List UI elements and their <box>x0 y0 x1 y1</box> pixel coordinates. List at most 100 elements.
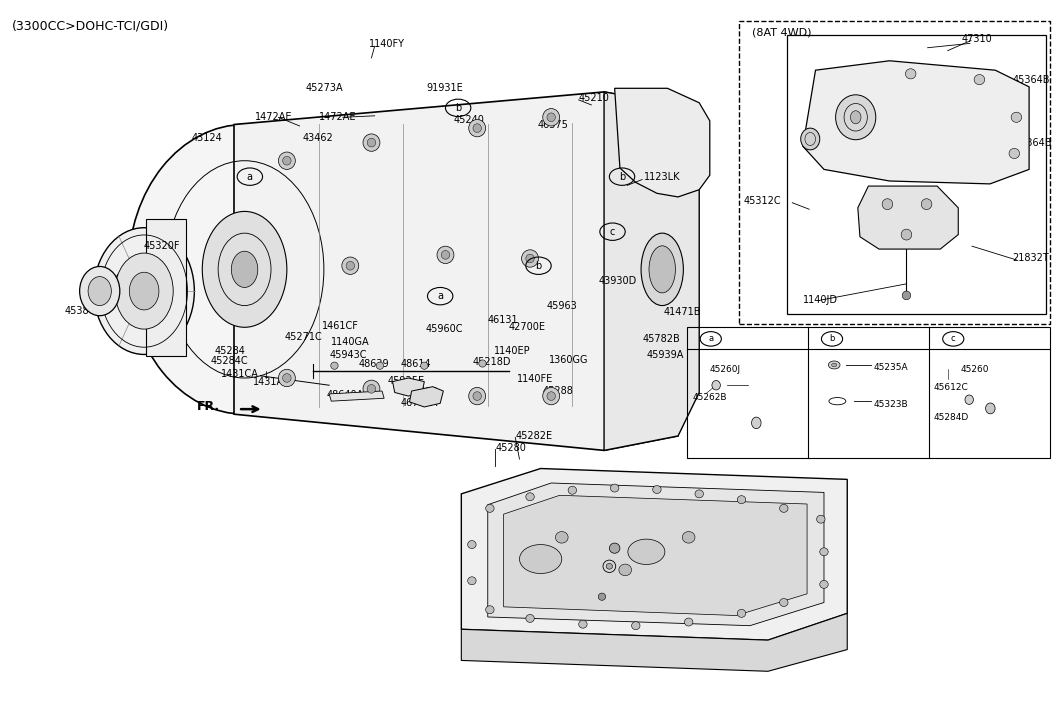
Text: 1472AE: 1472AE <box>319 112 356 122</box>
Ellipse shape <box>820 580 828 588</box>
Ellipse shape <box>828 361 840 369</box>
Text: 46375: 46375 <box>538 119 569 129</box>
Text: c: c <box>951 334 956 343</box>
Ellipse shape <box>362 380 379 398</box>
Polygon shape <box>614 88 710 197</box>
Ellipse shape <box>738 496 746 504</box>
Ellipse shape <box>478 360 486 367</box>
Ellipse shape <box>922 198 932 209</box>
Text: 48640A: 48640A <box>327 390 365 401</box>
Text: b: b <box>619 172 625 182</box>
Ellipse shape <box>473 124 482 132</box>
Text: b: b <box>829 334 834 343</box>
Ellipse shape <box>578 620 587 628</box>
Polygon shape <box>409 387 443 407</box>
Ellipse shape <box>543 108 559 126</box>
Text: 43823: 43823 <box>407 387 438 398</box>
Text: 47310: 47310 <box>961 34 992 44</box>
Ellipse shape <box>367 385 375 393</box>
Ellipse shape <box>653 486 661 494</box>
Polygon shape <box>488 483 824 626</box>
Ellipse shape <box>437 246 454 264</box>
Ellipse shape <box>779 505 788 513</box>
Ellipse shape <box>568 486 576 494</box>
Ellipse shape <box>906 69 916 79</box>
Text: 1461CF: 1461CF <box>322 321 358 331</box>
Polygon shape <box>604 92 699 451</box>
Ellipse shape <box>985 403 995 414</box>
Text: a: a <box>708 334 713 343</box>
Ellipse shape <box>88 276 112 305</box>
Text: 1360GG: 1360GG <box>550 355 589 365</box>
Ellipse shape <box>836 95 876 140</box>
Text: 45612C: 45612C <box>933 383 968 392</box>
Ellipse shape <box>469 119 486 137</box>
Ellipse shape <box>283 156 291 165</box>
Ellipse shape <box>800 128 820 150</box>
Text: 45943C: 45943C <box>330 350 367 360</box>
Polygon shape <box>461 468 847 640</box>
Ellipse shape <box>556 531 568 543</box>
Ellipse shape <box>362 134 379 151</box>
Text: 45280A: 45280A <box>632 539 670 550</box>
Ellipse shape <box>628 539 664 564</box>
Ellipse shape <box>649 246 675 293</box>
Text: 45364B: 45364B <box>1012 75 1049 84</box>
Text: 45782B: 45782B <box>642 334 680 344</box>
Text: 45284: 45284 <box>215 346 246 356</box>
Text: 1472AE: 1472AE <box>255 112 292 122</box>
Text: 45280: 45280 <box>495 443 526 452</box>
Ellipse shape <box>202 212 287 327</box>
Polygon shape <box>147 219 186 356</box>
Polygon shape <box>461 614 847 671</box>
Ellipse shape <box>631 622 640 630</box>
Ellipse shape <box>850 111 861 124</box>
Text: 45323B: 45323B <box>874 400 908 409</box>
Text: 45963: 45963 <box>547 300 577 310</box>
Text: 1140EP: 1140EP <box>494 346 530 356</box>
Text: 1140GA: 1140GA <box>332 337 370 347</box>
Ellipse shape <box>610 484 619 492</box>
Ellipse shape <box>526 614 535 622</box>
Text: 45262B: 45262B <box>693 393 727 402</box>
Text: FR.: FR. <box>197 401 220 414</box>
Ellipse shape <box>522 250 539 268</box>
Ellipse shape <box>473 392 482 401</box>
Ellipse shape <box>441 251 450 260</box>
Text: a: a <box>247 172 253 182</box>
Ellipse shape <box>1011 112 1022 122</box>
Ellipse shape <box>526 493 535 501</box>
Text: 41471B: 41471B <box>663 307 701 317</box>
Ellipse shape <box>279 369 296 387</box>
Ellipse shape <box>232 252 258 287</box>
Text: 46704A: 46704A <box>401 398 438 409</box>
Ellipse shape <box>606 563 612 569</box>
Ellipse shape <box>685 618 693 626</box>
Ellipse shape <box>421 362 428 369</box>
Ellipse shape <box>547 392 556 401</box>
Text: a: a <box>437 291 443 301</box>
Text: 45282E: 45282E <box>516 431 553 441</box>
Ellipse shape <box>468 577 476 585</box>
Ellipse shape <box>641 233 684 305</box>
Text: 43462: 43462 <box>303 132 334 142</box>
Ellipse shape <box>619 564 631 576</box>
Text: 91931E: 91931E <box>426 84 463 93</box>
Ellipse shape <box>94 228 195 355</box>
Text: 45364B: 45364B <box>1014 137 1051 148</box>
Ellipse shape <box>468 541 476 549</box>
Text: 48614: 48614 <box>401 359 432 369</box>
Text: 45218D: 45218D <box>473 357 511 367</box>
Ellipse shape <box>816 515 825 523</box>
Polygon shape <box>803 61 1029 184</box>
Text: 45210: 45210 <box>578 93 609 103</box>
Ellipse shape <box>682 531 695 543</box>
Polygon shape <box>858 186 958 249</box>
Ellipse shape <box>279 152 296 169</box>
Text: 45260J: 45260J <box>710 365 741 374</box>
Ellipse shape <box>376 362 384 369</box>
Text: 45284D: 45284D <box>933 414 968 422</box>
Ellipse shape <box>738 609 746 617</box>
Text: 45288: 45288 <box>543 386 574 396</box>
Polygon shape <box>234 92 678 451</box>
